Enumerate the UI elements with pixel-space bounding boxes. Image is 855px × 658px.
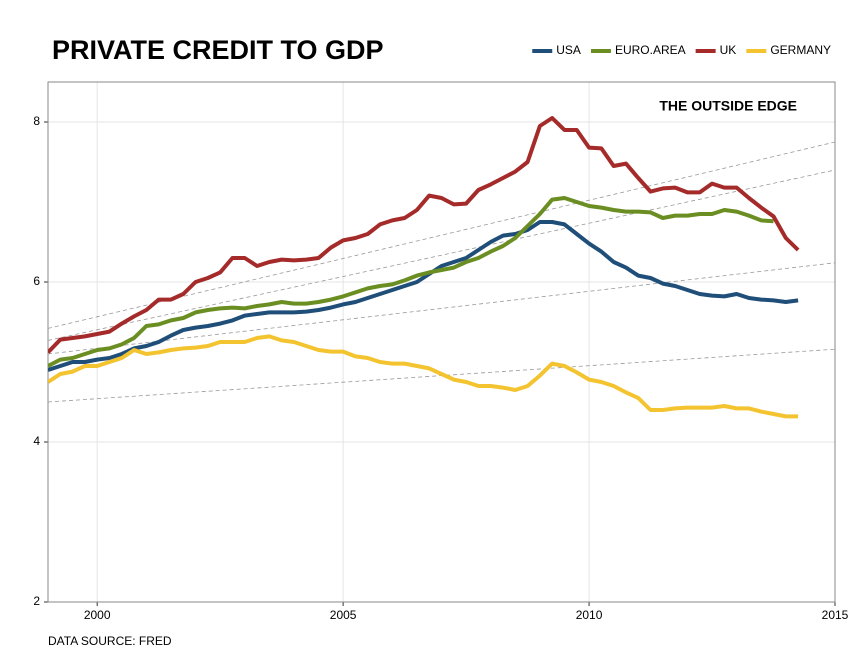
series-line [48,196,774,368]
y-tick-label: 2 [33,594,40,608]
x-tick-label: 2000 [84,608,111,622]
legend-label: EURO.AREA [615,43,686,57]
series-line [48,116,800,354]
x-tick-label: 2005 [330,608,357,622]
series-line [48,220,799,372]
caption: DATA SOURCE: FRED [48,634,172,648]
x-tick-label: 2010 [576,608,603,622]
legend-label: UK [720,43,737,57]
y-tick-label: 8 [33,114,40,128]
y-tick-label: 4 [33,434,40,448]
trend-line [48,262,835,355]
x-tick-label: 2015 [822,608,849,622]
legend-label: GERMANY [770,43,831,57]
chart-title: PRIVATE CREDIT TO GDP [52,35,384,65]
series-line [48,334,799,419]
y-tick-label: 6 [33,274,40,288]
trend-line [48,169,835,341]
subtitle: THE OUTSIDE EDGE [659,98,797,114]
legend-label: USA [556,43,581,57]
grid [48,82,836,603]
plot-border [47,81,836,603]
